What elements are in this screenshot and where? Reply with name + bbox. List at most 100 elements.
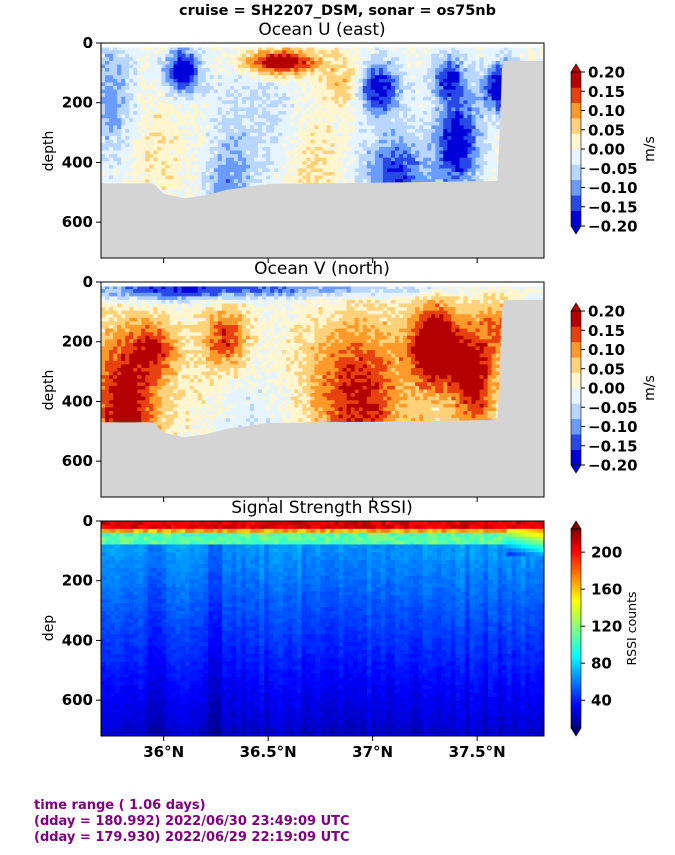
data-cell bbox=[205, 168, 211, 173]
data-cell bbox=[189, 75, 195, 80]
data-cell bbox=[310, 46, 315, 51]
data-cell bbox=[326, 50, 331, 55]
data-cell bbox=[399, 136, 404, 141]
data-cell bbox=[394, 143, 400, 148]
data-cell bbox=[399, 168, 404, 173]
data-cell bbox=[306, 150, 311, 155]
data-cell bbox=[266, 57, 271, 62]
data-cell bbox=[282, 132, 287, 137]
data-cell bbox=[358, 64, 364, 69]
data-cell bbox=[378, 114, 384, 119]
data-cell bbox=[403, 136, 408, 141]
data-cell bbox=[370, 136, 376, 141]
data-cell bbox=[306, 161, 311, 166]
data-cell bbox=[374, 96, 380, 101]
data-cell bbox=[109, 60, 114, 65]
data-cell bbox=[378, 78, 384, 83]
data-cell bbox=[298, 71, 303, 76]
data-cell bbox=[394, 150, 400, 155]
data-cell bbox=[374, 172, 380, 176]
data-cell bbox=[330, 57, 335, 62]
data-cell bbox=[221, 157, 227, 162]
data-cell bbox=[338, 172, 344, 176]
data-cell bbox=[423, 64, 428, 69]
data-cell bbox=[161, 71, 166, 76]
data-cell bbox=[185, 121, 190, 126]
data-cell bbox=[117, 143, 122, 148]
data-cell bbox=[298, 64, 303, 69]
data-cell bbox=[229, 57, 235, 62]
data-cell bbox=[286, 64, 291, 69]
data-cell bbox=[411, 103, 416, 108]
data-cell bbox=[350, 53, 356, 58]
data-cell bbox=[229, 93, 235, 98]
data-cell bbox=[346, 103, 352, 108]
data-cell bbox=[274, 71, 279, 76]
data-cell bbox=[125, 121, 130, 126]
data-cell bbox=[399, 103, 404, 108]
data-cell bbox=[290, 143, 295, 148]
data-cell bbox=[233, 132, 239, 137]
data-cell bbox=[149, 161, 154, 166]
data-cell bbox=[165, 68, 170, 73]
data-cell bbox=[330, 121, 335, 126]
data-cell bbox=[278, 146, 283, 151]
data-cell bbox=[197, 189, 203, 194]
data-cell bbox=[258, 111, 263, 116]
data-cell bbox=[415, 53, 420, 58]
data-cell bbox=[133, 68, 138, 73]
data-cell bbox=[286, 111, 291, 116]
data-cell bbox=[370, 60, 376, 65]
data-cell bbox=[125, 78, 130, 83]
data-cell bbox=[129, 89, 134, 94]
data-cell bbox=[318, 146, 323, 151]
data-cell bbox=[370, 93, 376, 98]
data-cell bbox=[245, 150, 251, 155]
data-cell bbox=[294, 60, 299, 65]
data-cell bbox=[121, 64, 126, 69]
data-cell bbox=[378, 172, 384, 176]
data-cell bbox=[318, 175, 323, 180]
data-cell bbox=[109, 57, 114, 62]
data-cell bbox=[386, 64, 392, 69]
data-cell bbox=[399, 53, 404, 58]
data-cell bbox=[439, 164, 444, 169]
data-cell bbox=[129, 86, 134, 90]
data-cell bbox=[302, 64, 307, 69]
data-cell bbox=[415, 96, 420, 101]
data-cell bbox=[262, 157, 267, 162]
data-cell bbox=[358, 129, 364, 133]
data-cell bbox=[362, 114, 368, 119]
data-cell bbox=[370, 46, 376, 51]
data-cell bbox=[258, 57, 263, 62]
data-cell bbox=[153, 129, 158, 133]
data-cell bbox=[133, 161, 138, 166]
data-cell bbox=[411, 57, 416, 62]
data-cell bbox=[282, 86, 287, 90]
data-cell bbox=[314, 93, 319, 98]
data-cell bbox=[403, 68, 408, 73]
data-cell bbox=[109, 132, 114, 137]
data-cell bbox=[322, 175, 327, 180]
data-cell bbox=[229, 179, 235, 184]
data-cell bbox=[342, 86, 348, 90]
data-cell bbox=[290, 71, 295, 76]
data-cell bbox=[177, 107, 182, 112]
data-cell bbox=[354, 103, 360, 108]
data-cell bbox=[209, 50, 215, 55]
data-cell bbox=[427, 89, 432, 94]
data-cell bbox=[101, 164, 106, 169]
data-cell bbox=[205, 50, 211, 55]
data-cell bbox=[125, 129, 130, 133]
data-cell bbox=[394, 114, 400, 119]
data-cell bbox=[157, 75, 162, 80]
data-cell bbox=[149, 103, 154, 108]
data-cell bbox=[435, 46, 440, 51]
data-cell bbox=[358, 150, 364, 155]
data-cell bbox=[245, 53, 251, 58]
data-cell bbox=[181, 146, 186, 151]
data-cell bbox=[250, 46, 255, 51]
data-cell bbox=[399, 89, 404, 94]
data-cell bbox=[137, 46, 142, 51]
data-cell bbox=[233, 143, 239, 148]
